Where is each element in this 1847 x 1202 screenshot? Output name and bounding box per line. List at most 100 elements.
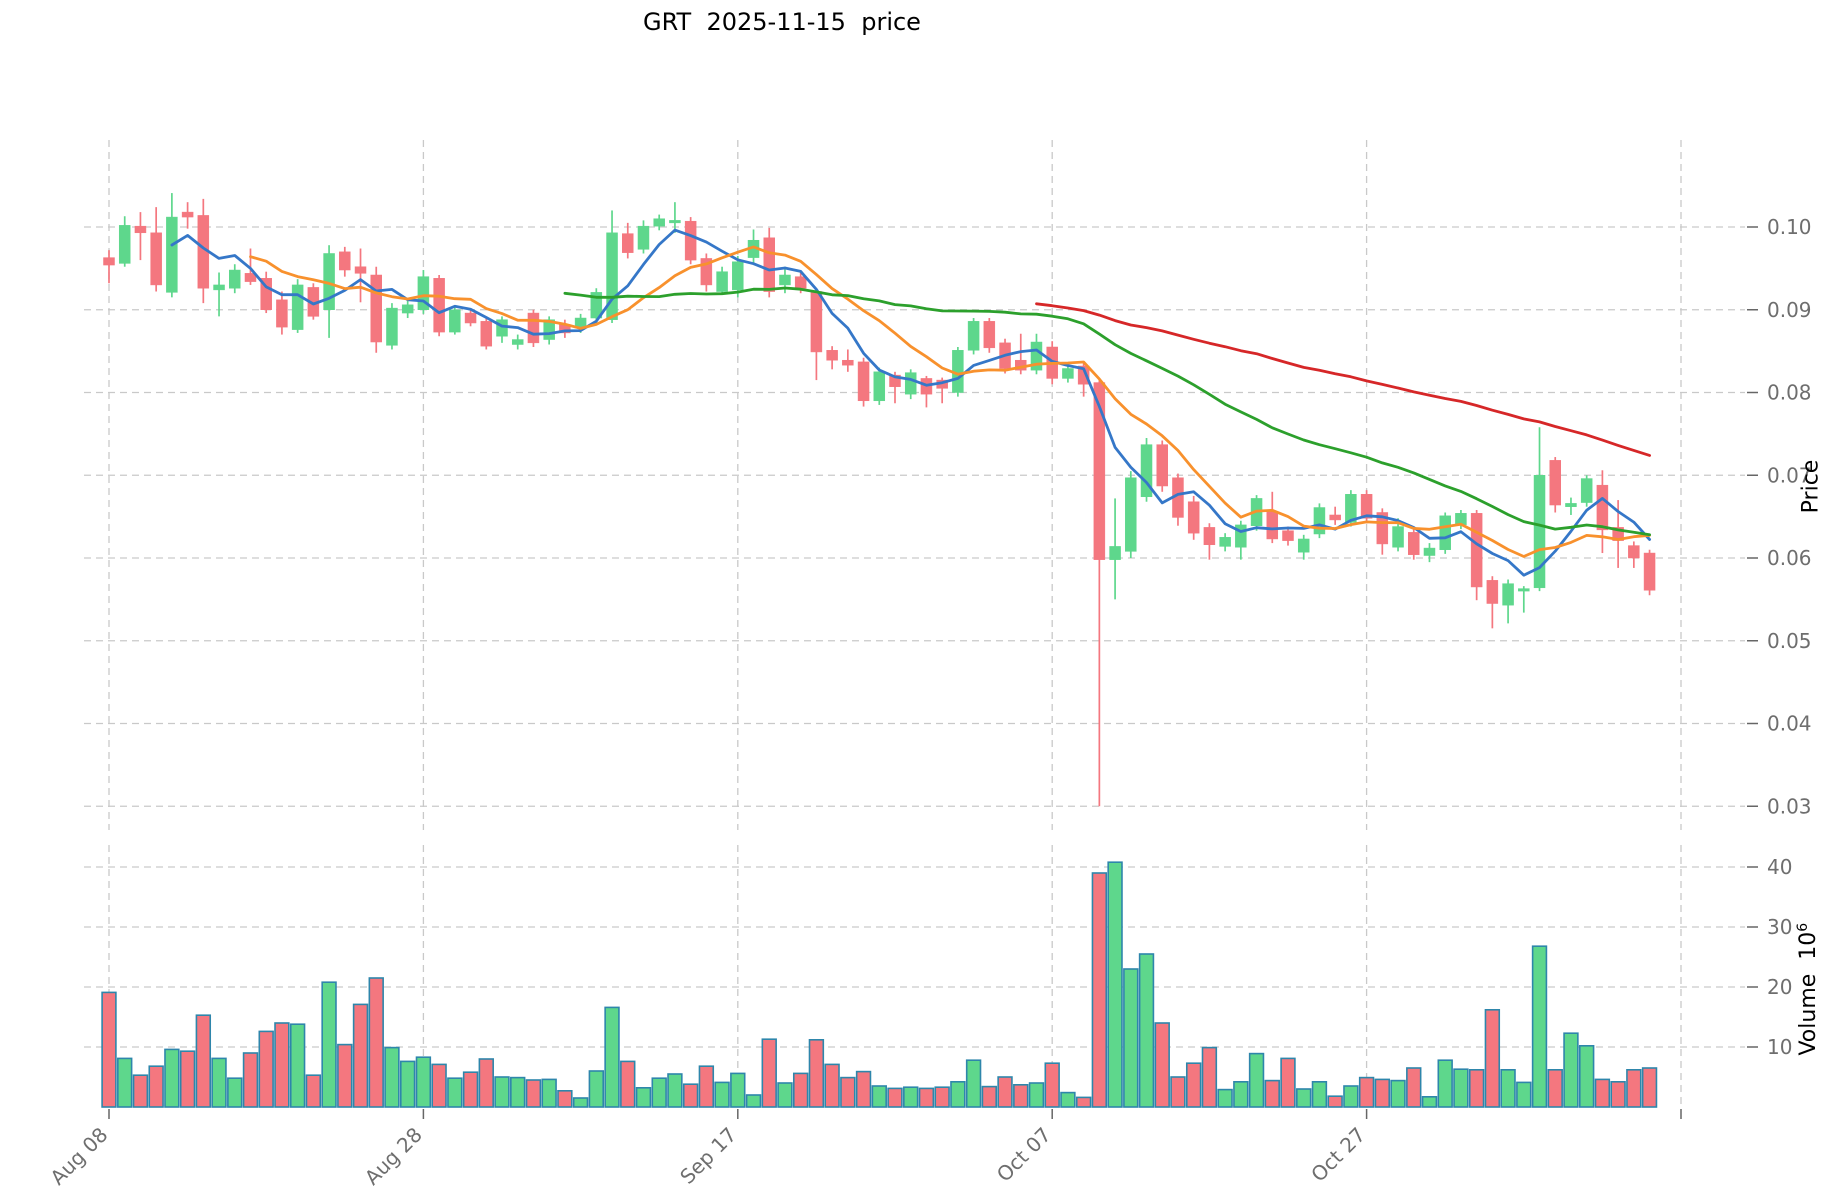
candle-body bbox=[1596, 484, 1609, 531]
volume-bar bbox=[148, 1065, 164, 1108]
volume-bar bbox=[274, 1022, 290, 1108]
candle-body bbox=[637, 225, 650, 250]
volume-bar bbox=[525, 1079, 542, 1108]
volume-bar bbox=[1594, 1078, 1611, 1108]
volume-bar bbox=[557, 1090, 573, 1108]
x-tick-label: Oct 07 bbox=[992, 1123, 1056, 1187]
candle-body bbox=[1643, 552, 1656, 591]
candle-body bbox=[1077, 365, 1090, 385]
candle-body bbox=[1235, 524, 1247, 548]
volume-bar bbox=[840, 1076, 856, 1108]
candle-body bbox=[904, 372, 917, 395]
candle-body bbox=[1360, 494, 1373, 519]
candle-body bbox=[511, 339, 524, 345]
volume-bar bbox=[321, 981, 337, 1108]
candle-body bbox=[166, 216, 178, 293]
candle-body bbox=[1423, 547, 1436, 556]
volume-bar bbox=[1531, 945, 1548, 1108]
volume-bar bbox=[1170, 1076, 1186, 1108]
candle-body bbox=[1093, 382, 1106, 560]
volume-bar bbox=[101, 991, 117, 1108]
volume-bar bbox=[1484, 1008, 1501, 1108]
volume-bar bbox=[698, 1065, 715, 1108]
x-tick-label: Oct 27 bbox=[1306, 1123, 1370, 1187]
volume-bar bbox=[1217, 1088, 1233, 1108]
volume-bar bbox=[1500, 1069, 1516, 1108]
volume-bar bbox=[1138, 953, 1155, 1108]
volume-bar bbox=[1374, 1078, 1391, 1108]
volume-bar bbox=[651, 1077, 667, 1108]
candle-body bbox=[1140, 444, 1153, 498]
volume-bar bbox=[997, 1076, 1013, 1108]
volume-bar bbox=[132, 1074, 149, 1108]
volume-bar bbox=[620, 1060, 636, 1108]
volume-bar bbox=[1060, 1091, 1076, 1108]
candle-body bbox=[150, 232, 162, 286]
volume-bar bbox=[1358, 1076, 1375, 1108]
volume-bar bbox=[305, 1074, 322, 1108]
candle-body bbox=[433, 278, 445, 333]
chart-title: GRT 2025-11-15 price bbox=[643, 8, 921, 36]
volume-bar bbox=[903, 1086, 919, 1108]
candle-body bbox=[370, 274, 382, 343]
candle-body bbox=[967, 321, 980, 351]
volume-bar bbox=[1327, 1095, 1343, 1108]
volume-bar bbox=[871, 1085, 887, 1108]
ma-line-sma30 bbox=[563, 286, 1651, 537]
volume-axis-label: Volume 106 bbox=[1795, 894, 1821, 1084]
volume-bar bbox=[1311, 1081, 1328, 1108]
candle-body bbox=[1062, 368, 1074, 379]
candle-body bbox=[386, 307, 398, 346]
volume-bar bbox=[635, 1087, 652, 1108]
volume-axis-unit-exponent: 6 bbox=[1794, 922, 1811, 932]
volume-bar bbox=[258, 1030, 274, 1108]
price-tick-label: 0.05 bbox=[1767, 629, 1812, 653]
candle-body bbox=[1580, 478, 1593, 503]
volume-bar bbox=[1468, 1069, 1485, 1108]
volume-bar bbox=[1028, 1082, 1045, 1108]
volume-bar bbox=[887, 1087, 903, 1108]
candle-body bbox=[1533, 475, 1546, 589]
candle-body bbox=[449, 309, 461, 333]
volume-bar bbox=[1185, 1062, 1202, 1108]
candle-body bbox=[1203, 527, 1216, 546]
candle-body bbox=[339, 251, 351, 271]
volume-bar bbox=[1123, 968, 1139, 1108]
volume-bar bbox=[1453, 1068, 1469, 1108]
volume-bar bbox=[1563, 1032, 1579, 1108]
price-tick-label: 0.07 bbox=[1767, 463, 1812, 487]
volume-bar bbox=[195, 1014, 212, 1108]
price-tick-label: 0.04 bbox=[1767, 712, 1812, 736]
volume-bar bbox=[1343, 1085, 1359, 1108]
candle-body bbox=[983, 321, 996, 349]
candle-body bbox=[1219, 537, 1231, 547]
volume-bar bbox=[1154, 1022, 1170, 1108]
price-tick-label: 0.10 bbox=[1767, 215, 1812, 239]
volume-bar bbox=[510, 1076, 526, 1108]
volume-bar bbox=[981, 1085, 998, 1108]
x-tick-label: Sep 17 bbox=[675, 1123, 741, 1189]
candle-body bbox=[1439, 515, 1451, 550]
volume-bar bbox=[462, 1071, 479, 1108]
volume-bar bbox=[415, 1056, 432, 1108]
volume-bar bbox=[494, 1076, 510, 1108]
volume-bar bbox=[682, 1083, 699, 1108]
volume-bar bbox=[604, 1006, 620, 1108]
candle-body bbox=[134, 225, 147, 234]
volume-bar bbox=[1406, 1067, 1422, 1108]
volume-bar bbox=[1264, 1079, 1280, 1108]
candle-body bbox=[244, 273, 257, 282]
candle-body bbox=[354, 266, 367, 274]
volume-bar bbox=[478, 1058, 494, 1108]
volume-bar bbox=[1296, 1088, 1312, 1108]
volume-bar bbox=[164, 1048, 180, 1108]
volume-tick-label: 30 bbox=[1767, 915, 1792, 939]
candle-body bbox=[669, 220, 681, 224]
volume-bar bbox=[855, 1070, 872, 1108]
volume-bar bbox=[242, 1052, 259, 1108]
volume-bar bbox=[792, 1072, 809, 1108]
candle-body bbox=[527, 312, 540, 344]
candle-body bbox=[1109, 546, 1121, 560]
candle-body bbox=[1486, 580, 1499, 604]
